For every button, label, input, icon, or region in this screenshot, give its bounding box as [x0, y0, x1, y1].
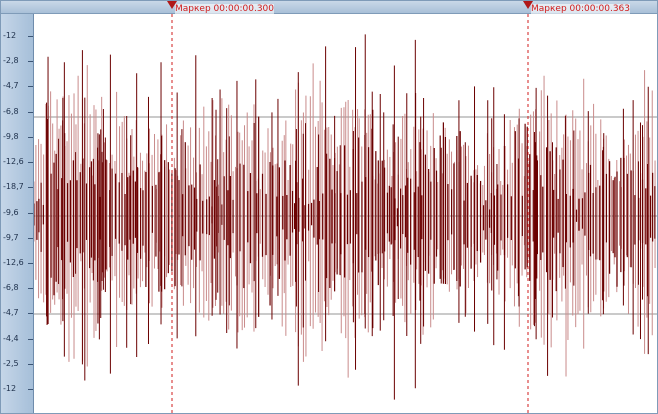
- scale-tick: [28, 212, 33, 214]
- waveform-area[interactable]: [34, 14, 657, 413]
- marker-1-handle[interactable]: [167, 1, 177, 9]
- scale-label: -9,6: [3, 207, 19, 217]
- marker-1-label[interactable]: Маркер 00:00:00.300: [175, 4, 274, 14]
- scale-tick: [28, 389, 33, 390]
- waveform-svg: [34, 14, 657, 413]
- scale-tick: [28, 262, 33, 264]
- scale-label: -4,7: [3, 308, 19, 318]
- scale-tick: [28, 61, 33, 63]
- scale-tick: [28, 237, 33, 239]
- scale-label: -2,8: [3, 56, 19, 66]
- scale-label: -9,7: [3, 232, 19, 242]
- scale-tick: [28, 187, 33, 189]
- scale-tick: [28, 136, 33, 138]
- marker-2-label[interactable]: Маркер 00:00:00.363: [531, 4, 630, 14]
- scale-label: -12: [3, 384, 17, 393]
- scale-label: -9,8: [3, 131, 19, 141]
- scale-label: -12,6: [3, 157, 24, 167]
- scale-label: -4,7: [3, 81, 19, 91]
- scale-tick: [28, 36, 33, 37]
- scale-tick: [28, 363, 33, 365]
- scale-label: -12,6: [3, 257, 24, 267]
- scale-tick: [28, 111, 33, 113]
- marker-2-handle[interactable]: [523, 1, 533, 9]
- time-ruler[interactable]: [1, 1, 657, 14]
- scale-label: -4,4: [3, 333, 19, 343]
- scale-label: -6,8: [3, 283, 19, 293]
- amplitude-scale: -12 -2,8 -4,7 -6,8 -9,8 -12,6 -18,7 -9,6 -9,7 -12…: [1, 14, 34, 413]
- scale-tick: [28, 313, 33, 315]
- scale-tick: [28, 288, 33, 290]
- scale-tick: [28, 338, 33, 340]
- scale-label: -18,7: [3, 182, 24, 192]
- scale-label: -2,5: [3, 358, 19, 368]
- scale-tick: [28, 162, 33, 164]
- scale-label: -6,8: [3, 106, 19, 116]
- scale-label: -12: [3, 31, 17, 40]
- scale-tick: [28, 86, 33, 88]
